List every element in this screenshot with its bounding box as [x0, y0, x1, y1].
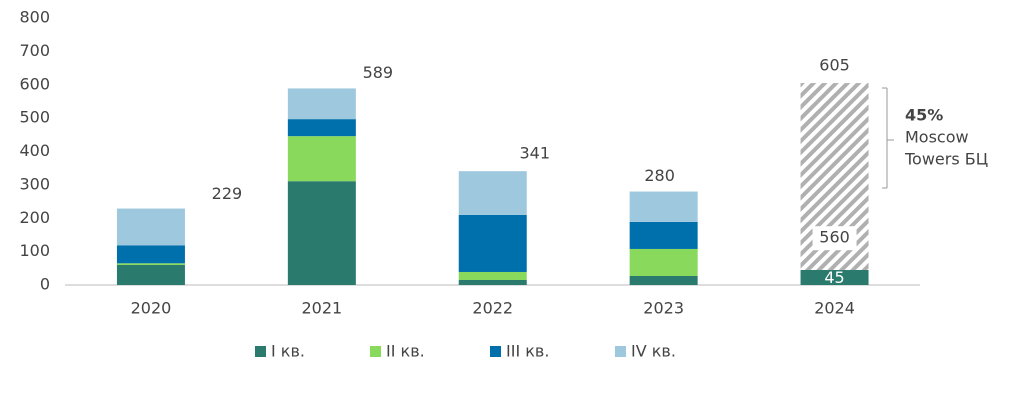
segment-label: 560: [819, 228, 850, 247]
bar-segment: [800, 269, 869, 285]
legend-swatch: [255, 346, 266, 357]
y-tick-label: 300: [19, 174, 50, 193]
bar-segment: [287, 119, 356, 137]
bar-segment: [116, 263, 185, 265]
bar-segment: [116, 245, 185, 264]
label-box: [812, 226, 857, 251]
y-tick-label: 100: [19, 241, 50, 260]
y-tick-label: 0: [40, 275, 50, 294]
y-tick-label: 800: [19, 8, 50, 27]
legend-swatch: [370, 346, 381, 357]
legend-label: IV кв.: [631, 342, 676, 361]
bar-segment: [458, 214, 527, 272]
legend-swatch: [490, 346, 501, 357]
y-tick-label: 600: [19, 74, 50, 93]
y-tick-label: 500: [19, 108, 50, 127]
total-label: 341: [519, 144, 550, 163]
bar-segment: [116, 208, 185, 246]
total-label: 589: [363, 63, 394, 82]
annotation-text: Moscow: [905, 128, 969, 147]
legend-label: I кв.: [271, 342, 305, 361]
segment-label: 45: [824, 268, 844, 287]
bar-segment: [629, 221, 698, 249]
annotation-text: 45%: [905, 106, 943, 125]
x-tick-label: 2022: [472, 299, 513, 318]
bar-segment: [458, 171, 527, 215]
y-tick-label: 400: [19, 141, 50, 160]
bar-segment: [629, 275, 698, 285]
bar-segment: [287, 88, 356, 120]
x-tick-label: 2023: [643, 299, 684, 318]
bar-segment: [287, 181, 356, 285]
x-tick-label: 2024: [814, 299, 855, 318]
legend-label: II кв.: [386, 342, 425, 361]
y-tick-label: 700: [19, 41, 50, 60]
bar-segment: [458, 271, 527, 280]
annotation-text: Towers БЦ: [904, 150, 988, 169]
bar-segment: [629, 191, 698, 222]
x-tick-label: 2021: [301, 299, 342, 318]
bar-segment: [458, 279, 527, 285]
annotation-bracket: [882, 87, 894, 189]
bar-segment: [629, 248, 698, 276]
legend-swatch: [615, 346, 626, 357]
total-label: 280: [644, 166, 675, 185]
bar-segment: [116, 264, 185, 285]
y-tick-label: 200: [19, 208, 50, 227]
legend-label: III кв.: [506, 342, 549, 361]
x-tick-label: 2020: [131, 299, 172, 318]
bar-segment: [287, 136, 356, 182]
total-label: 229: [212, 184, 243, 203]
total-label: 605: [819, 56, 850, 75]
